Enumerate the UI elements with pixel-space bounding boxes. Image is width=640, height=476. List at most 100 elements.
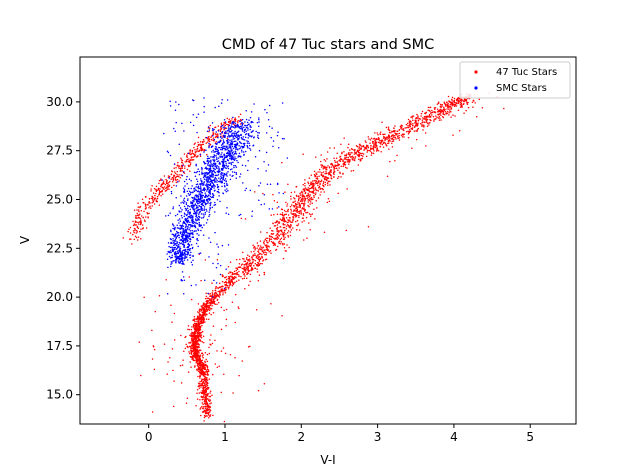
data-point-47tuc: [304, 184, 306, 187]
data-point-47tuc: [377, 134, 379, 136]
data-point-47tuc: [320, 180, 322, 183]
data-point-47tuc: [225, 278, 228, 281]
data-point-47tuc: [180, 161, 183, 163]
data-point-47tuc: [197, 330, 199, 332]
data-point-47tuc: [391, 138, 393, 140]
data-point-47tuc: [352, 156, 355, 159]
data-point-smc: [206, 183, 208, 185]
data-point-47tuc: [317, 184, 319, 187]
data-point-47tuc: [206, 368, 209, 371]
data-point-47tuc: [248, 258, 251, 260]
data-point-47tuc: [207, 136, 209, 138]
data-point-smc: [226, 132, 228, 134]
data-point-smc: [204, 203, 207, 206]
data-point-47tuc: [226, 117, 229, 120]
data-point-47tuc: [292, 215, 294, 218]
data-point-47tuc: [236, 268, 239, 271]
data-point-47tuc: [190, 159, 192, 162]
data-point-47tuc: [245, 262, 247, 265]
data-point-smc: [241, 128, 244, 130]
data-point-smc: [233, 164, 235, 167]
data-point-47tuc: [310, 183, 312, 186]
data-point-47tuc: [238, 266, 241, 269]
data-point-47tuc: [279, 243, 282, 245]
data-point-47tuc: [203, 393, 205, 395]
data-point-47tuc: [313, 189, 315, 191]
data-point-47tuc: [173, 339, 176, 341]
data-point-smc: [187, 187, 190, 190]
data-point-47tuc: [214, 293, 216, 295]
data-point-smc: [214, 203, 217, 206]
data-point-47tuc: [287, 235, 289, 237]
data-point-47tuc: [263, 382, 266, 385]
data-point-47tuc: [298, 197, 300, 199]
data-point-47tuc: [326, 201, 329, 204]
data-point-47tuc: [270, 303, 272, 305]
data-point-47tuc: [297, 223, 300, 225]
data-point-smc: [198, 223, 201, 225]
data-point-47tuc: [158, 204, 161, 206]
data-point-47tuc: [294, 200, 296, 202]
data-point-47tuc: [209, 339, 211, 341]
data-point-47tuc: [353, 153, 356, 155]
data-point-smc: [210, 146, 213, 149]
data-point-47tuc: [292, 219, 294, 222]
data-point-47tuc: [194, 331, 196, 334]
data-point-smc: [212, 127, 214, 130]
data-point-47tuc: [201, 355, 204, 357]
data-point-47tuc: [200, 148, 203, 150]
data-point-47tuc: [208, 127, 211, 129]
data-point-47tuc: [234, 119, 236, 122]
data-point-47tuc: [377, 137, 380, 139]
data-point-47tuc: [234, 356, 236, 359]
data-point-47tuc: [208, 408, 211, 410]
data-point-smc: [189, 256, 191, 259]
data-point-smc: [220, 173, 222, 175]
data-point-47tuc: [379, 133, 381, 135]
data-point-47tuc: [465, 109, 467, 112]
data-point-47tuc: [262, 251, 265, 253]
data-point-47tuc: [160, 178, 162, 180]
data-point-47tuc: [269, 227, 271, 229]
data-point-47tuc: [342, 163, 344, 165]
data-point-smc: [174, 234, 176, 236]
data-point-47tuc: [454, 115, 456, 117]
data-point-smc: [186, 207, 189, 210]
data-point-47tuc: [192, 326, 195, 328]
data-point-smc: [199, 193, 202, 196]
data-point-47tuc: [305, 195, 308, 197]
data-point-47tuc: [196, 389, 199, 391]
data-point-47tuc: [335, 167, 338, 170]
data-point-47tuc: [247, 254, 249, 257]
data-point-47tuc: [189, 162, 192, 164]
data-point-smc: [227, 159, 230, 162]
data-point-47tuc: [181, 164, 183, 167]
data-point-47tuc: [315, 172, 317, 174]
data-point-47tuc: [250, 251, 252, 253]
data-point-smc: [172, 247, 174, 249]
data-point-47tuc: [265, 248, 267, 251]
data-point-47tuc: [441, 105, 443, 108]
data-point-47tuc: [202, 365, 205, 367]
data-point-47tuc: [343, 163, 346, 166]
data-point-smc: [226, 172, 228, 174]
data-point-smc: [224, 167, 226, 169]
data-point-47tuc: [349, 158, 351, 161]
data-point-47tuc: [207, 414, 210, 416]
data-point-47tuc: [162, 180, 165, 182]
data-point-47tuc: [254, 254, 256, 257]
data-point-47tuc: [303, 188, 305, 190]
data-point-smc: [182, 164, 184, 167]
data-point-smc: [187, 253, 190, 255]
data-point-47tuc: [304, 191, 307, 194]
data-point-47tuc: [215, 285, 217, 288]
data-point-47tuc: [252, 244, 254, 246]
data-point-47tuc: [224, 291, 227, 294]
data-point-smc: [218, 167, 220, 170]
data-point-47tuc: [133, 238, 135, 241]
data-point-47tuc: [171, 321, 173, 323]
data-point-smc: [182, 237, 184, 239]
data-point-smc: [246, 145, 249, 148]
data-point-47tuc: [269, 249, 272, 252]
data-point-47tuc: [136, 214, 139, 217]
